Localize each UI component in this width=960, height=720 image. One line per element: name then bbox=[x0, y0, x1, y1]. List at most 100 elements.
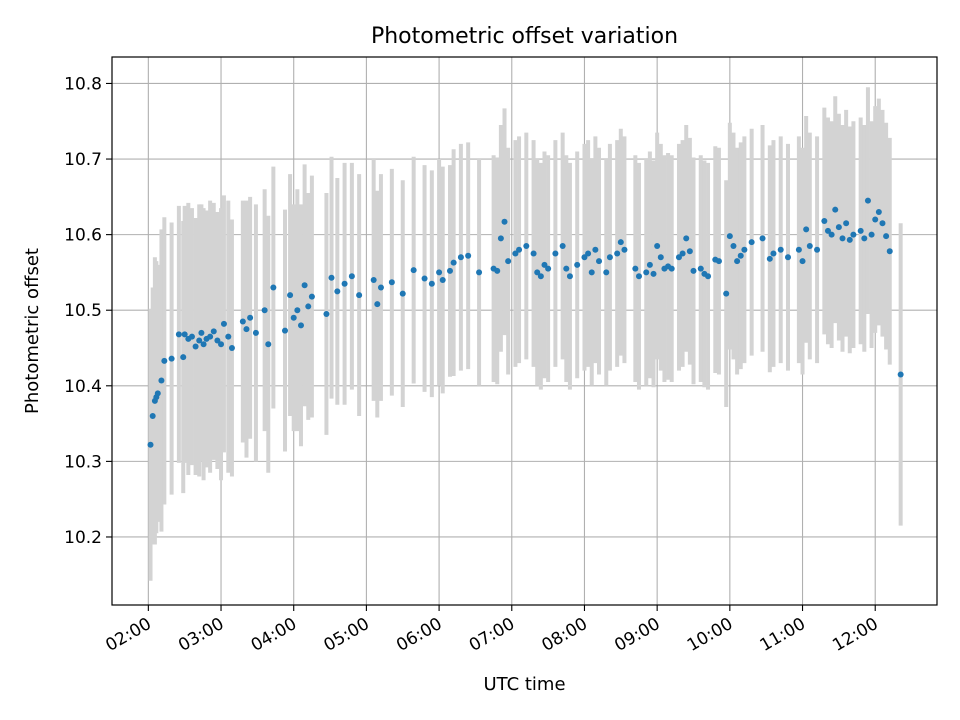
y-tick-label: 10.7 bbox=[64, 150, 102, 170]
data-point bbox=[374, 301, 381, 308]
data-point bbox=[356, 292, 363, 299]
y-tick-label: 10.3 bbox=[64, 452, 102, 472]
data-point bbox=[301, 282, 308, 289]
data-point bbox=[596, 258, 603, 265]
y-tick-label: 10.5 bbox=[64, 301, 102, 321]
y-axis-label: Photometric offset bbox=[22, 248, 43, 414]
data-point bbox=[737, 252, 744, 259]
data-point bbox=[650, 270, 657, 277]
data-point bbox=[726, 233, 733, 240]
data-point bbox=[341, 280, 348, 287]
data-point bbox=[734, 258, 741, 265]
data-point bbox=[252, 329, 259, 336]
data-point bbox=[654, 242, 661, 249]
data-point bbox=[748, 239, 755, 246]
plot-frame bbox=[111, 56, 938, 606]
data-point bbox=[328, 274, 335, 281]
data-point bbox=[370, 276, 377, 283]
data-point bbox=[188, 333, 195, 340]
data-point bbox=[537, 273, 544, 280]
data-point bbox=[843, 220, 850, 227]
data-point bbox=[861, 235, 868, 242]
data-point bbox=[606, 254, 613, 261]
data-point bbox=[196, 337, 203, 344]
data-point bbox=[828, 231, 835, 238]
data-point bbox=[297, 322, 304, 329]
data-point bbox=[643, 269, 650, 276]
data-point bbox=[552, 250, 559, 257]
data-point bbox=[243, 326, 250, 333]
data-point bbox=[759, 235, 766, 242]
data-point bbox=[635, 273, 642, 280]
data-point bbox=[657, 254, 664, 261]
data-point bbox=[581, 254, 588, 261]
y-tick-label: 10.6 bbox=[64, 226, 102, 246]
data-point bbox=[715, 258, 722, 265]
data-point bbox=[868, 231, 875, 238]
data-point bbox=[592, 246, 599, 253]
data-point bbox=[814, 246, 821, 253]
data-point bbox=[621, 246, 628, 253]
data-point bbox=[541, 261, 548, 268]
data-point bbox=[530, 250, 537, 257]
data-point bbox=[476, 269, 483, 276]
data-point bbox=[192, 343, 199, 350]
data-point bbox=[603, 269, 610, 276]
data-point bbox=[686, 248, 693, 255]
data-point bbox=[501, 218, 508, 225]
data-point bbox=[883, 233, 890, 240]
data-point bbox=[730, 242, 737, 249]
data-point bbox=[210, 328, 217, 335]
data-point bbox=[247, 314, 254, 321]
data-point bbox=[679, 250, 686, 257]
data-point bbox=[784, 254, 791, 261]
data-point bbox=[588, 269, 595, 276]
data-point bbox=[683, 235, 690, 242]
data-point bbox=[214, 337, 221, 344]
data-point bbox=[494, 267, 501, 274]
x-axis-label: UTC time bbox=[483, 674, 565, 695]
data-point bbox=[806, 242, 813, 249]
data-point bbox=[207, 333, 214, 340]
data-point bbox=[523, 242, 530, 249]
data-point bbox=[846, 236, 853, 243]
data-point bbox=[777, 246, 784, 253]
data-point bbox=[305, 303, 312, 310]
data-point bbox=[516, 246, 523, 253]
data-point bbox=[457, 254, 464, 261]
data-point bbox=[323, 310, 330, 317]
data-point bbox=[646, 261, 653, 268]
data-point bbox=[220, 320, 227, 327]
y-tick-label: 10.8 bbox=[64, 74, 102, 94]
data-point bbox=[832, 206, 839, 213]
data-point bbox=[388, 279, 395, 286]
data-point bbox=[563, 265, 570, 272]
data-point bbox=[839, 235, 846, 242]
data-point bbox=[534, 269, 541, 276]
data-point bbox=[200, 341, 207, 348]
data-point bbox=[450, 259, 457, 266]
data-point bbox=[410, 267, 417, 274]
data-point bbox=[741, 246, 748, 253]
data-point bbox=[574, 261, 581, 268]
data-point bbox=[566, 273, 573, 280]
data-point bbox=[428, 280, 435, 287]
y-tick-label: 10.2 bbox=[64, 528, 102, 548]
data-point bbox=[175, 331, 182, 338]
data-point bbox=[270, 284, 277, 291]
data-point bbox=[857, 227, 864, 234]
data-point bbox=[158, 377, 165, 384]
data-point bbox=[897, 371, 904, 378]
data-point bbox=[290, 314, 297, 321]
data-point bbox=[225, 333, 232, 340]
data-point bbox=[766, 255, 773, 262]
data-point bbox=[697, 265, 704, 272]
data-point bbox=[154, 390, 161, 397]
data-point bbox=[559, 242, 566, 249]
data-point bbox=[705, 273, 712, 280]
y-tick-label: 10.4 bbox=[64, 377, 102, 397]
data-point bbox=[421, 275, 428, 282]
data-point bbox=[821, 218, 828, 225]
data-point bbox=[770, 250, 777, 257]
data-point bbox=[512, 250, 519, 257]
